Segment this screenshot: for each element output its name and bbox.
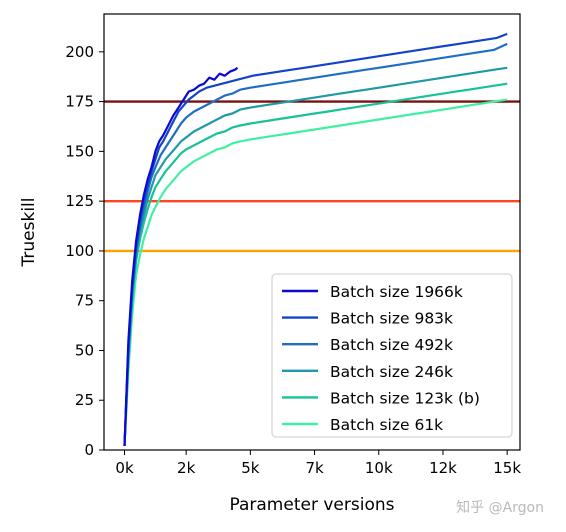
y-tick-label: 50: [75, 341, 94, 359]
series-line: [123, 82, 508, 447]
y-tick-label: 200: [65, 43, 94, 61]
series-lines: [123, 32, 508, 447]
y-tick-label: 75: [75, 292, 94, 310]
watermark-text: 知乎 @Argon: [456, 499, 544, 516]
x-tick-label: 0k: [115, 459, 134, 477]
y-tick-label: 125: [65, 192, 94, 210]
y-tick-label: 0: [84, 441, 94, 459]
series-line: [123, 42, 508, 447]
x-axis: 0k 2k 5k 7k 10k 12k 15k: [115, 450, 521, 477]
x-tick-label: 2k: [177, 459, 196, 477]
y-axis: 0 25 50 75 100 125 150 175 200: [65, 43, 104, 459]
legend-label: Batch size 983k: [330, 310, 453, 328]
y-tick-label: 175: [65, 93, 94, 111]
x-tick-label: 12k: [429, 459, 457, 477]
legend: Batch size 1966k Batch size 983k Batch siz…: [271, 273, 513, 438]
legend-box: [271, 273, 513, 438]
x-tick-label: 5k: [241, 459, 260, 477]
y-tick-label: 150: [65, 142, 94, 160]
legend-label: Batch size 492k: [330, 336, 453, 354]
plot-frame: [103, 13, 521, 451]
legend-label: Batch size 1966k: [330, 283, 463, 301]
series-line: [123, 66, 508, 447]
x-tick-label: 10k: [365, 459, 393, 477]
legend-label: Batch size 61k: [330, 416, 443, 434]
legend-label: Batch size 246k: [330, 363, 453, 381]
y-tick-label: 25: [75, 391, 94, 409]
x-tick-label: 7k: [305, 459, 324, 477]
series-line: [123, 66, 239, 447]
x-tick-label: 15k: [493, 459, 521, 477]
x-axis-title: Parameter versions: [230, 495, 395, 515]
legend-label: Batch size 123k (b): [330, 389, 480, 407]
series-line: [123, 98, 508, 447]
series-line: [123, 32, 508, 447]
y-tick-label: 100: [65, 242, 94, 260]
y-axis-title: Trueskill: [19, 198, 39, 268]
reference-lines: [104, 100, 520, 253]
